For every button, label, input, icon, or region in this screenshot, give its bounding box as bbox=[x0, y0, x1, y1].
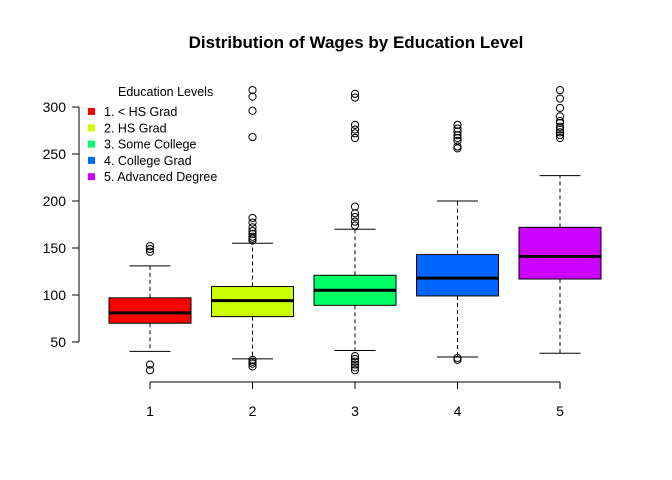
outlier-point bbox=[555, 131, 565, 140]
legend-swatch bbox=[88, 124, 95, 132]
outlier-point bbox=[145, 360, 155, 369]
outlier-point bbox=[453, 133, 462, 143]
outlier-point bbox=[453, 124, 462, 133]
legend-swatch bbox=[88, 173, 95, 181]
outlier-point bbox=[555, 117, 565, 126]
outlier-point bbox=[145, 242, 155, 251]
x-tick-label: 3 bbox=[351, 403, 359, 419]
outlier-point bbox=[350, 366, 360, 375]
legend-entry-label: 5. Advanced Degree bbox=[104, 170, 217, 184]
legend-entry-label: 3. Some College bbox=[104, 138, 196, 152]
legend-swatch bbox=[88, 108, 95, 115]
outlier-point bbox=[555, 85, 565, 95]
outlier-point bbox=[350, 202, 360, 211]
outlier-point bbox=[350, 221, 360, 230]
outlier-point bbox=[350, 357, 360, 366]
outlier-point bbox=[453, 142, 462, 151]
outlier-point bbox=[248, 132, 257, 142]
box-group bbox=[108, 85, 602, 375]
x-axis: 1 2 3 4 5 bbox=[146, 381, 564, 419]
outlier-point bbox=[350, 133, 360, 143]
box-4 bbox=[416, 120, 499, 364]
outlier-point bbox=[248, 232, 257, 241]
outlier-point bbox=[248, 213, 257, 223]
outlier-point bbox=[350, 120, 360, 129]
iqr-box bbox=[108, 297, 192, 324]
outlier-point bbox=[145, 247, 155, 256]
outlier-point bbox=[350, 93, 360, 102]
outlier-point bbox=[453, 136, 462, 145]
legend-swatch bbox=[88, 140, 95, 148]
legend-swatch bbox=[88, 156, 95, 164]
outlier-point bbox=[350, 212, 360, 222]
outlier-point bbox=[453, 353, 462, 363]
outlier-point bbox=[248, 218, 257, 227]
outlier-point bbox=[350, 352, 360, 361]
outlier-point bbox=[350, 360, 360, 369]
outlier-point bbox=[248, 362, 257, 371]
y-tick-label: 250 bbox=[43, 146, 67, 162]
legend-title: Education Levels bbox=[118, 85, 213, 99]
outlier-point bbox=[555, 133, 565, 143]
outlier-point bbox=[350, 217, 360, 226]
x-tick-label: 5 bbox=[556, 403, 564, 419]
outlier-point bbox=[453, 120, 462, 129]
legend-entry-label: 1. < HS Grad bbox=[104, 105, 177, 119]
y-axis: 50 100 150 200 250 300 bbox=[43, 99, 80, 350]
outlier-point bbox=[248, 92, 257, 101]
outlier-point bbox=[248, 355, 257, 364]
outlier-point bbox=[248, 226, 257, 236]
outlier-point bbox=[453, 131, 462, 140]
x-tick-label: 1 bbox=[146, 403, 154, 419]
chart-title: Distribution of Wages by Education Level bbox=[189, 33, 524, 52]
legend-entry-label: 2. HS Grad bbox=[104, 121, 167, 135]
y-tick-label: 200 bbox=[43, 193, 67, 209]
legend-entry-label: 4. College Grad bbox=[104, 154, 192, 168]
outlier-point bbox=[350, 363, 360, 372]
outlier-point bbox=[248, 85, 257, 95]
iqr-box bbox=[416, 254, 499, 297]
x-tick-label: 2 bbox=[249, 403, 257, 419]
box-3 bbox=[313, 89, 397, 375]
outlier-point bbox=[555, 103, 565, 113]
outlier-point bbox=[248, 229, 257, 238]
outlier-point bbox=[350, 125, 360, 134]
x-tick-label: 4 bbox=[454, 403, 462, 419]
outlier-point bbox=[248, 223, 257, 232]
y-tick-label: 50 bbox=[50, 334, 66, 350]
box-2 bbox=[211, 85, 294, 371]
outlier-point bbox=[555, 128, 565, 137]
outlier-point bbox=[145, 244, 155, 254]
outlier-point bbox=[453, 127, 462, 136]
outlier-point bbox=[555, 94, 565, 103]
y-tick-label: 100 bbox=[43, 287, 67, 303]
y-tick-label: 150 bbox=[43, 240, 67, 256]
box-5 bbox=[518, 85, 602, 354]
outlier-point bbox=[350, 89, 360, 98]
box-1 bbox=[108, 242, 192, 375]
outlier-point bbox=[555, 112, 565, 121]
outlier-point bbox=[555, 122, 565, 131]
outlier-point bbox=[248, 106, 257, 115]
outlier-point bbox=[555, 125, 565, 134]
iqr-box bbox=[518, 226, 602, 280]
outlier-point bbox=[350, 129, 360, 138]
y-tick-label: 300 bbox=[43, 99, 67, 115]
legend: Education Levels 1. < HS Grad 2. HS Grad 3… bbox=[88, 85, 217, 184]
outlier-point bbox=[145, 366, 155, 375]
outlier-point bbox=[350, 209, 360, 218]
outlier-point bbox=[350, 354, 360, 364]
